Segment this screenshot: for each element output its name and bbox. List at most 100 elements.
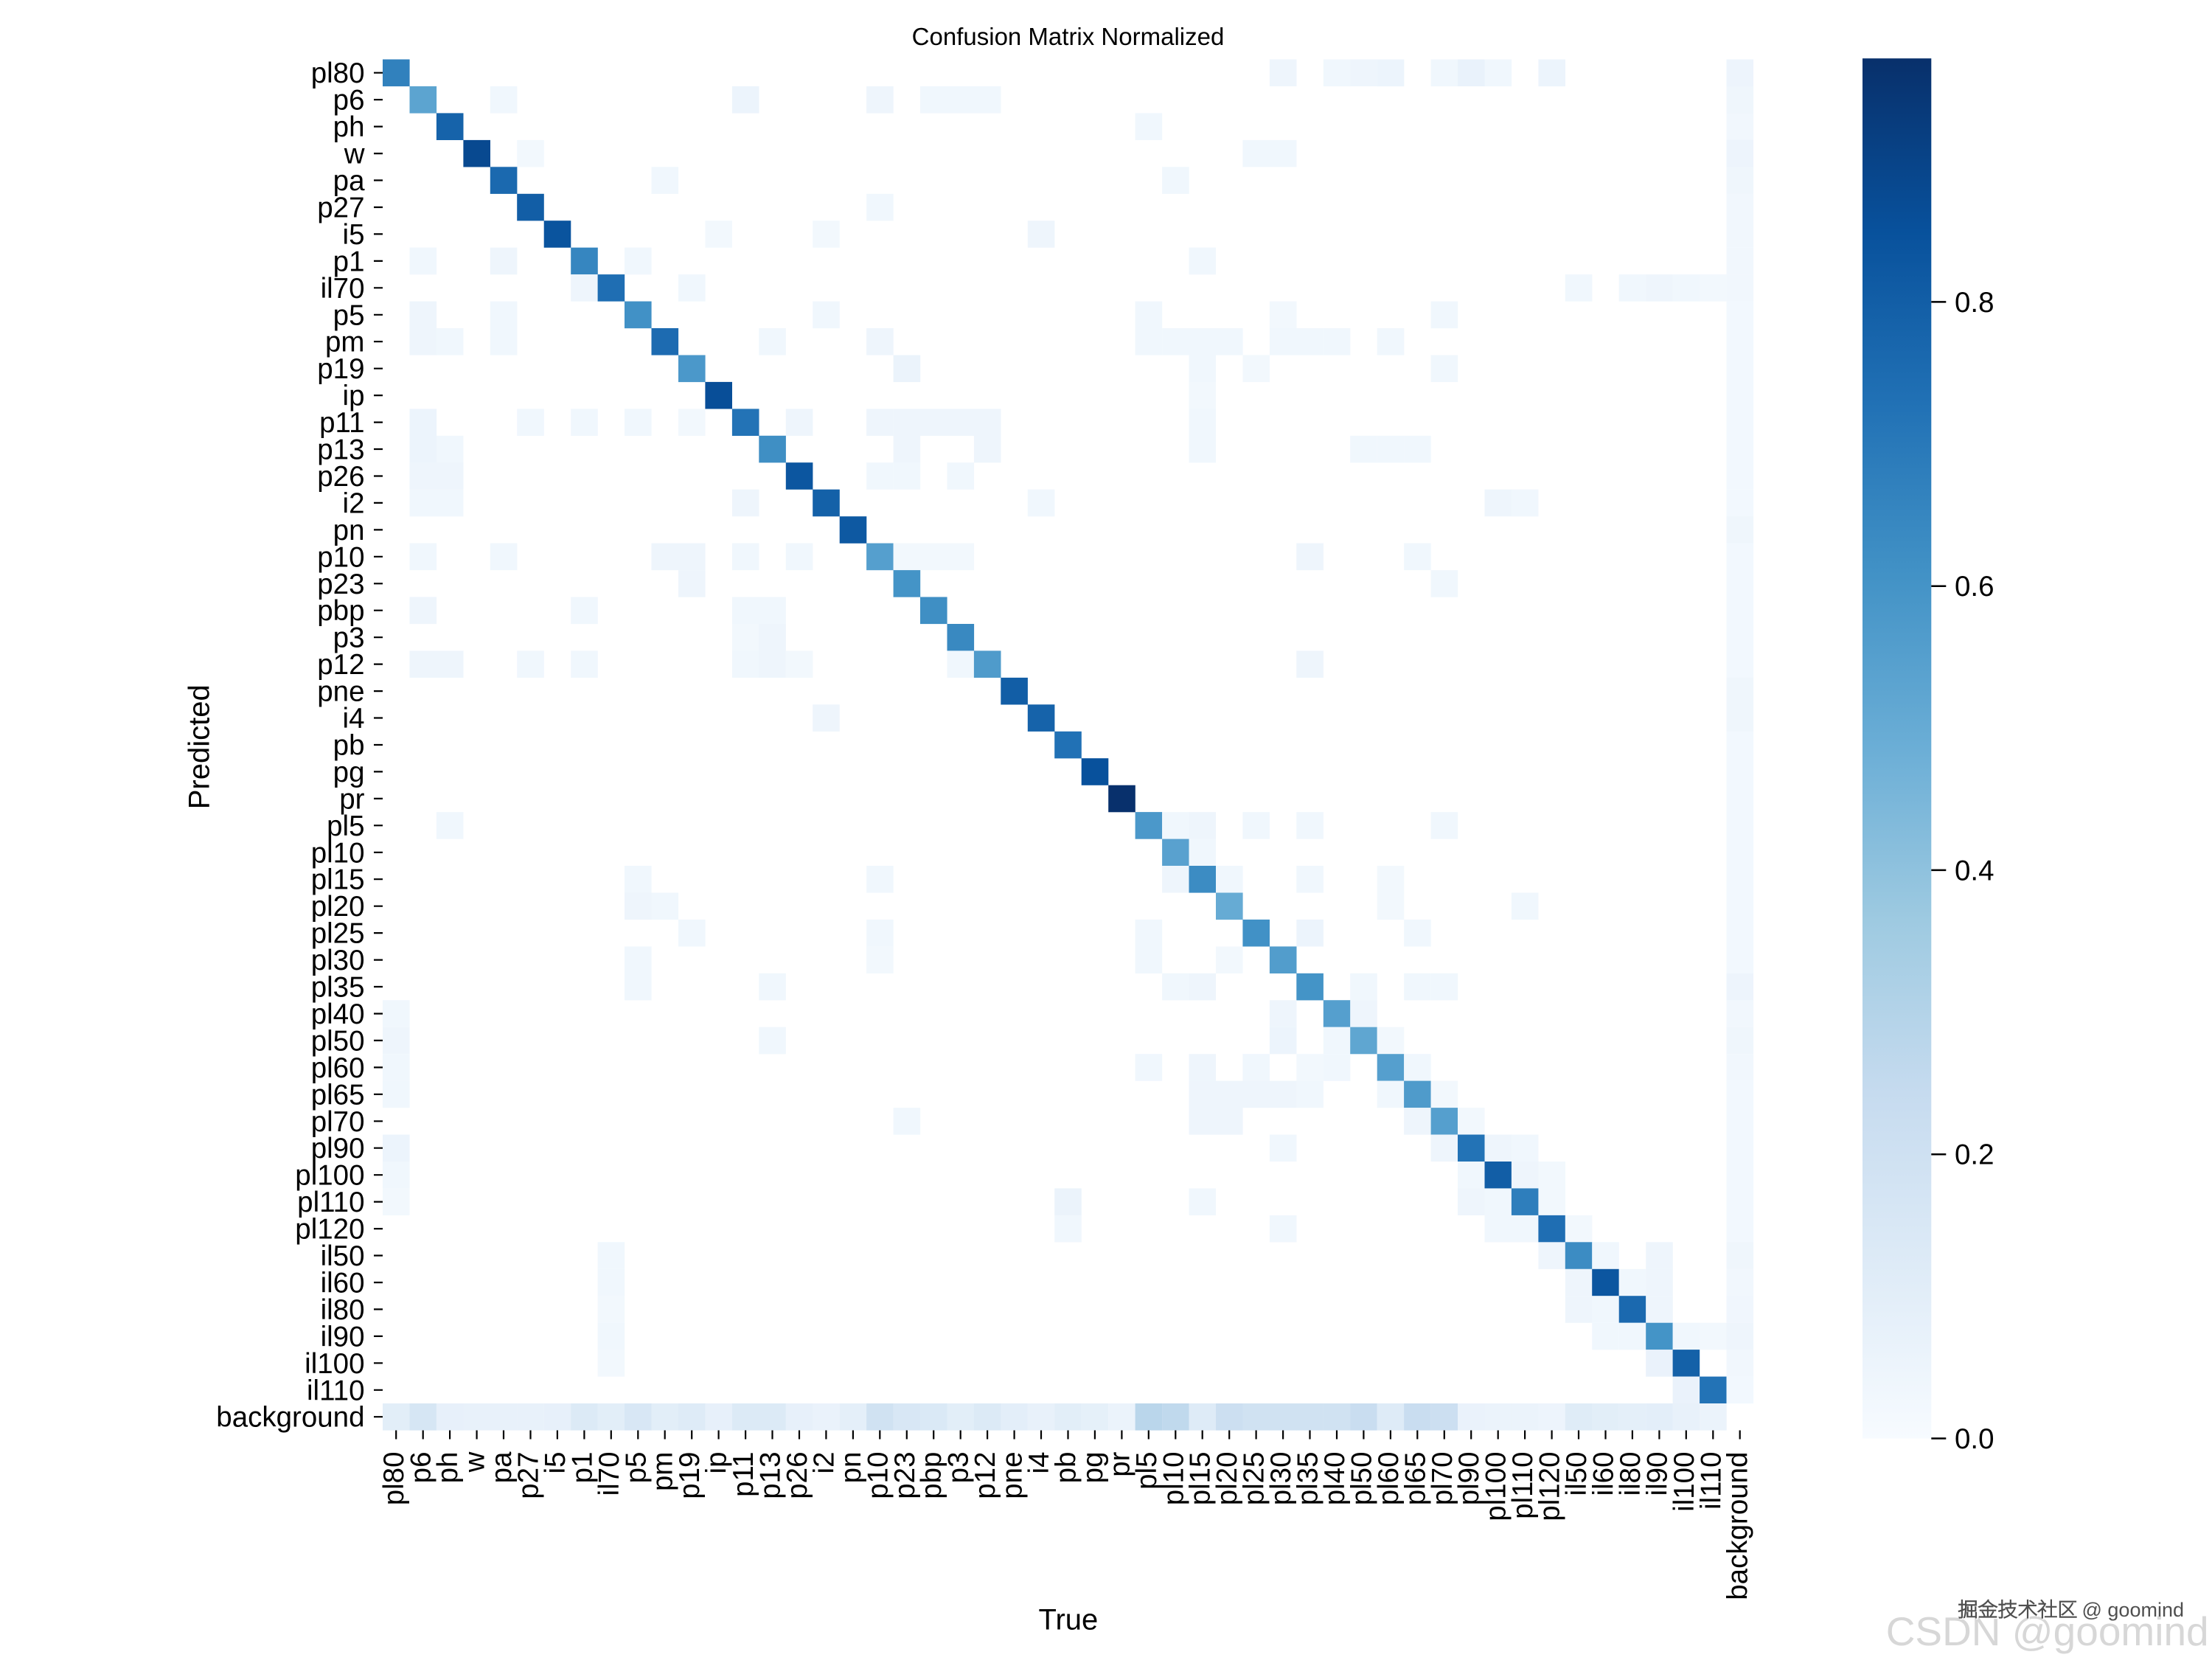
svg-text:il70: il70 [321, 273, 365, 305]
svg-text:pl40: pl40 [1319, 1452, 1351, 1506]
svg-text:pl15: pl15 [1185, 1452, 1217, 1506]
svg-text:p23: p23 [317, 569, 364, 600]
svg-text:ip: ip [701, 1452, 733, 1474]
svg-text:True: True [1039, 1604, 1099, 1636]
svg-text:pl100: pl100 [295, 1160, 364, 1192]
svg-text:pb: pb [333, 730, 365, 762]
svg-text:il80: il80 [321, 1294, 365, 1326]
svg-text:background: background [1722, 1452, 1754, 1600]
svg-text:i5: i5 [343, 219, 365, 251]
svg-text:pl65: pl65 [1399, 1452, 1431, 1506]
svg-text:CSDN @goomind: CSDN @goomind [1886, 1608, 2209, 1654]
svg-text:pl20: pl20 [311, 891, 365, 923]
svg-text:p6: p6 [406, 1452, 437, 1484]
svg-text:il100: il100 [1669, 1452, 1700, 1512]
svg-text:w: w [344, 139, 365, 170]
svg-text:p23: p23 [889, 1452, 921, 1499]
svg-text:ph: ph [432, 1452, 464, 1484]
svg-text:i5: i5 [540, 1452, 571, 1474]
svg-text:il60: il60 [1588, 1452, 1620, 1496]
svg-text:pl15: pl15 [311, 864, 365, 896]
svg-text:p11: p11 [728, 1452, 759, 1497]
svg-text:w: w [459, 1451, 491, 1473]
svg-text:p5: p5 [620, 1452, 652, 1484]
svg-text:p26: p26 [782, 1452, 813, 1499]
svg-text:pl25: pl25 [311, 918, 365, 950]
svg-text:pl30: pl30 [311, 945, 365, 976]
svg-text:p10: p10 [317, 541, 364, 573]
svg-text:pl30: pl30 [1265, 1452, 1297, 1506]
svg-text:il70: il70 [594, 1452, 625, 1496]
svg-text:p3: p3 [333, 622, 365, 654]
svg-text:p1: p1 [333, 246, 365, 277]
svg-text:p12: p12 [317, 649, 364, 681]
svg-text:pl65: pl65 [311, 1079, 365, 1111]
svg-text:p27: p27 [513, 1452, 545, 1499]
svg-text:pl70: pl70 [1427, 1452, 1458, 1506]
svg-text:il90: il90 [321, 1321, 365, 1353]
svg-text:i2: i2 [343, 487, 365, 519]
svg-text:p11: p11 [319, 407, 364, 439]
svg-text:pn: pn [333, 515, 365, 546]
svg-text:pa: pa [486, 1451, 518, 1483]
svg-text:pr: pr [1104, 1451, 1135, 1476]
svg-text:pl50: pl50 [311, 1025, 365, 1057]
svg-text:pbp: pbp [916, 1452, 947, 1499]
svg-text:il60: il60 [321, 1268, 365, 1299]
svg-text:Predicted: Predicted [184, 684, 216, 809]
svg-text:ip: ip [343, 381, 365, 412]
svg-text:i2: i2 [808, 1452, 840, 1474]
svg-text:p1: p1 [566, 1452, 598, 1484]
svg-text:p19: p19 [674, 1452, 706, 1499]
svg-text:pl120: pl120 [1534, 1452, 1566, 1521]
svg-text:pb: pb [1051, 1452, 1082, 1484]
svg-text:0.4: 0.4 [1955, 855, 1994, 886]
svg-text:il110: il110 [307, 1375, 365, 1406]
svg-text:p13: p13 [755, 1452, 787, 1499]
svg-text:pn: pn [835, 1452, 867, 1484]
svg-text:Confusion Matrix Normalized: Confusion Matrix Normalized [912, 23, 1225, 50]
svg-text:p12: p12 [970, 1452, 1001, 1499]
svg-text:pl70: pl70 [311, 1106, 365, 1138]
svg-text:pl60: pl60 [311, 1052, 365, 1084]
svg-text:pl5: pl5 [1131, 1452, 1163, 1490]
svg-text:pl110: pl110 [1507, 1452, 1539, 1519]
svg-text:p26: p26 [317, 461, 364, 493]
svg-text:pl25: pl25 [1239, 1452, 1270, 1506]
svg-text:p6: p6 [333, 85, 365, 117]
svg-text:pg: pg [1077, 1452, 1109, 1484]
svg-text:pl20: pl20 [1211, 1452, 1243, 1506]
svg-text:0.8: 0.8 [1955, 287, 1994, 319]
svg-text:pl120: pl120 [295, 1214, 364, 1246]
svg-text:pa: pa [333, 165, 365, 197]
svg-text:il90: il90 [1641, 1452, 1673, 1496]
svg-text:p19: p19 [317, 353, 364, 385]
svg-text:il50: il50 [321, 1240, 365, 1272]
svg-text:pl50: pl50 [1346, 1452, 1377, 1506]
svg-text:pl5: pl5 [327, 810, 364, 842]
svg-text:i4: i4 [1023, 1452, 1055, 1474]
svg-text:pl60: pl60 [1373, 1452, 1405, 1506]
svg-text:i4: i4 [343, 703, 365, 735]
svg-text:pl90: pl90 [1453, 1452, 1485, 1506]
svg-text:il100: il100 [305, 1348, 364, 1380]
svg-text:pl35: pl35 [311, 972, 365, 1004]
svg-text:pl40: pl40 [311, 999, 365, 1030]
svg-text:0.2: 0.2 [1955, 1139, 1994, 1171]
svg-text:pr: pr [339, 783, 364, 815]
svg-text:p5: p5 [333, 299, 365, 331]
svg-text:pl35: pl35 [1293, 1452, 1324, 1506]
svg-text:il110: il110 [1695, 1452, 1727, 1510]
svg-text:p27: p27 [317, 192, 364, 224]
svg-text:0.6: 0.6 [1955, 571, 1994, 603]
svg-text:pbp: pbp [317, 595, 364, 627]
svg-text:pl90: pl90 [311, 1133, 365, 1164]
svg-text:pl80: pl80 [311, 58, 365, 89]
svg-text:pg: pg [333, 757, 365, 788]
svg-text:@ goomind: @ goomind [2076, 1599, 2184, 1621]
svg-text:il80: il80 [1615, 1452, 1646, 1496]
svg-text:p10: p10 [862, 1452, 894, 1499]
svg-text:0.0: 0.0 [1955, 1423, 1994, 1455]
svg-text:ph: ph [333, 111, 365, 143]
svg-text:pl80: pl80 [378, 1452, 410, 1506]
